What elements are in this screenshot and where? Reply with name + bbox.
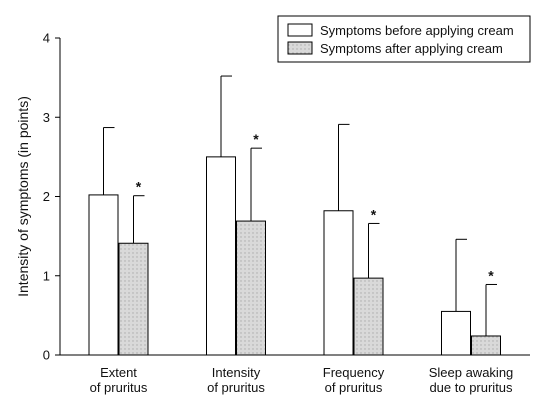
bar-before (206, 156, 236, 356)
significance-marker: * (488, 267, 494, 283)
category-label: Frequency (323, 365, 385, 380)
significance-marker: * (371, 206, 377, 222)
y-tick-label: 1 (43, 268, 50, 283)
bar-before (88, 194, 119, 356)
y-tick-label: 0 (43, 348, 50, 363)
category-label: of pruritus (325, 380, 383, 395)
bar-after (236, 220, 266, 356)
legend-swatch-after (287, 41, 313, 55)
significance-marker: * (136, 179, 142, 195)
category-label: of pruritus (90, 380, 148, 395)
legend: Symptoms before applying cream Symptoms a… (277, 15, 531, 63)
y-tick-label: 2 (43, 189, 50, 204)
category-label: Extent (100, 365, 137, 380)
significance-marker: * (253, 131, 259, 147)
y-tick-label: 3 (43, 110, 50, 125)
bar-after (471, 335, 501, 356)
category-label: Intensity (212, 365, 261, 380)
legend-label: Symptoms before applying cream (320, 23, 514, 38)
bar-before (441, 310, 471, 356)
bar-before (323, 210, 354, 356)
y-tick-label: 4 (43, 31, 50, 46)
y-axis-label: Intensity of symptoms (in points) (15, 96, 31, 297)
category-label: Sleep awaking (429, 365, 514, 380)
legend-swatch-before (287, 23, 313, 37)
legend-box (277, 15, 531, 63)
bar-after (118, 242, 149, 356)
category-label: due to pruritus (429, 380, 513, 395)
category-label: of pruritus (207, 380, 265, 395)
plot-area: 0 1 2 3 4 Intensity of symptoms (in points) * E… (15, 31, 530, 395)
legend-label: Symptoms after applying cream (320, 41, 503, 56)
bar-after (353, 277, 384, 356)
